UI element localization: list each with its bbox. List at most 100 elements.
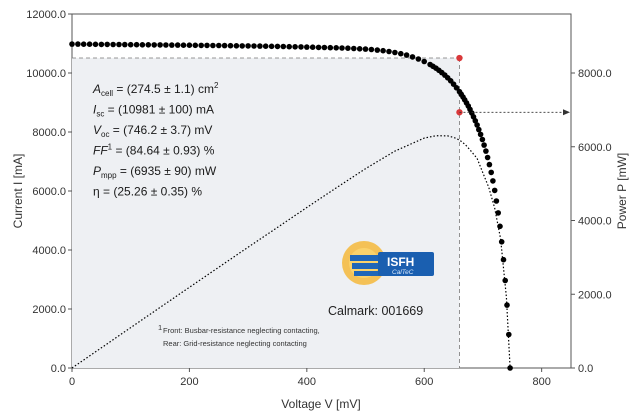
logo-sub: CalTeC (392, 269, 414, 276)
current-point (139, 42, 146, 48)
power-arrow (459, 109, 570, 116)
current-point (486, 161, 493, 168)
param-line: Isc = (10981 ± 100) mA (93, 103, 214, 119)
mpp-power-marker (456, 109, 463, 116)
y-left-tick-label: 8000.0 (32, 127, 66, 139)
current-point (86, 41, 93, 47)
current-point (490, 178, 496, 184)
y-right-tick-label: 0.0 (578, 363, 593, 375)
current-point (239, 43, 245, 49)
current-point (403, 52, 410, 58)
current-point (204, 42, 210, 49)
current-point (92, 41, 99, 48)
isfh-caltec-logo: ISFH CalTeC (342, 241, 434, 285)
current-point (80, 41, 87, 47)
current-point (333, 45, 340, 51)
param-line: FF1 = (84.64 ± 0.93) % (93, 143, 215, 158)
current-point (133, 41, 140, 48)
y-left-tick-label: 6000.0 (32, 186, 66, 198)
right-axis-ticks: 0.0 2000.0 4000.0 6000.0 8000.0 (571, 68, 612, 375)
calmark-text: Calmark: 001669 (328, 304, 423, 318)
current-point (268, 43, 275, 50)
current-point (174, 42, 181, 48)
current-point (298, 44, 304, 50)
current-point (474, 122, 480, 128)
current-point (380, 47, 386, 54)
current-point (368, 46, 375, 53)
y-left-tick-label: 12000.0 (26, 9, 66, 21)
current-point (488, 169, 495, 176)
power-curve (71, 135, 511, 369)
current-point (477, 131, 484, 138)
y-left-tick-label: 0.0 (51, 363, 66, 375)
current-point (500, 256, 507, 263)
current-point (227, 42, 234, 49)
current-point (479, 136, 486, 143)
current-point (321, 44, 328, 51)
current-point (356, 46, 363, 52)
current-point (453, 85, 460, 91)
y-left-axis-title: Current I [mA] (11, 154, 25, 229)
current-point (292, 44, 298, 50)
current-point (145, 42, 152, 48)
x-tick-label: 200 (180, 376, 198, 388)
current-point (69, 41, 75, 47)
current-point (339, 45, 345, 51)
param-line: Acell = (274.5 ± 1.1) cm2 (92, 81, 219, 98)
current-point (186, 42, 193, 48)
current-point (491, 187, 498, 194)
current-point (507, 365, 513, 371)
current-point (169, 42, 175, 48)
current-point (504, 302, 510, 308)
current-point (502, 277, 509, 284)
current-point (476, 126, 482, 133)
current-point (274, 43, 281, 50)
y-right-tick-label: 2000.0 (578, 289, 612, 301)
mpp-current-marker (456, 54, 463, 62)
current-point (98, 41, 105, 48)
current-point (286, 43, 293, 50)
current-point (251, 43, 257, 49)
x-tick-label: 400 (298, 376, 316, 388)
mpp-markers (456, 54, 463, 116)
current-point (481, 142, 487, 148)
footnote-line-1: Front: Busbar-resistance neglecting cont… (163, 326, 320, 335)
current-point (374, 47, 381, 53)
x-axis-ticks: 0 200 400 600 800 (69, 368, 551, 388)
current-point (110, 41, 116, 48)
current-point (415, 56, 422, 62)
y-left-tick-label: 2000.0 (32, 304, 66, 316)
current-point (421, 58, 428, 65)
parameter-block: Acell = (274.5 ± 1.1) cm2 Isc = (10981 ± … (92, 81, 219, 199)
current-point (351, 45, 357, 52)
current-point (262, 43, 269, 49)
current-point (327, 44, 334, 51)
current-point (409, 54, 416, 60)
current-point (192, 42, 199, 49)
current-point (151, 42, 157, 48)
current-series-points (69, 41, 513, 371)
current-point (484, 154, 491, 161)
current-point (257, 43, 263, 49)
current-point (497, 223, 503, 230)
y-right-tick-label: 8000.0 (578, 68, 612, 80)
current-point (221, 42, 228, 49)
x-tick-label: 0 (69, 376, 75, 388)
current-point (392, 49, 398, 56)
current-point (198, 42, 204, 49)
current-point (506, 331, 512, 338)
current-point (210, 42, 216, 49)
current-point (233, 43, 240, 49)
current-point (75, 41, 81, 47)
footnote-mark: 1 (158, 323, 162, 332)
logo-name: ISFH (387, 255, 414, 269)
current-point (180, 42, 187, 48)
power-arrow-head (563, 109, 570, 116)
y-right-tick-label: 6000.0 (578, 142, 612, 154)
y-right-axis-title: Power P [mW] (615, 153, 629, 229)
current-point (315, 44, 322, 51)
x-tick-label: 800 (532, 376, 550, 388)
current-point (104, 41, 110, 48)
current-point (483, 148, 489, 154)
